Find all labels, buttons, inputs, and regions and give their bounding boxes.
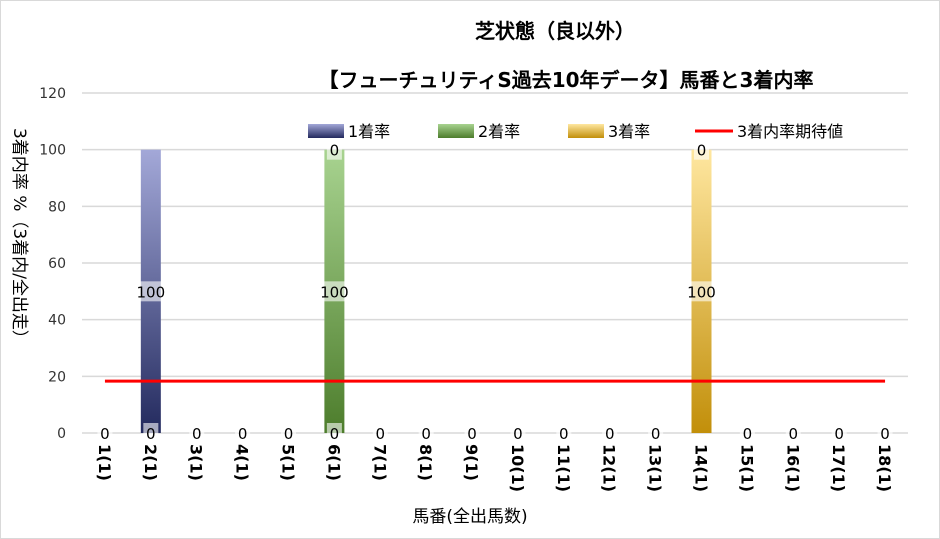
data-label-bg xyxy=(326,139,342,160)
legend-swatch-3 xyxy=(568,124,604,138)
data-label: 0 xyxy=(559,425,569,443)
x-tick-label: 16(1) xyxy=(783,444,802,492)
data-label-bg xyxy=(189,423,205,443)
data-label-bg xyxy=(235,423,251,443)
x-tick-label: 8(1) xyxy=(416,444,435,481)
data-label-bg xyxy=(556,423,572,443)
data-label-bg xyxy=(97,423,113,443)
data-label: 0 xyxy=(238,425,248,443)
data-label: 0 xyxy=(100,425,110,443)
x-axis-label: 馬番(全出馬数) xyxy=(412,507,527,527)
data-label: 0 xyxy=(376,425,386,443)
data-label-bg xyxy=(602,423,618,443)
x-tick-label: 7(1) xyxy=(370,444,389,481)
data-label: 100 xyxy=(320,283,349,301)
x-tick-label: 13(1) xyxy=(646,444,665,492)
chart-subtitle: 【フューチュリティS過去10年データ】馬番と3着内率 xyxy=(319,68,814,92)
data-label-bg xyxy=(326,423,342,443)
x-tick-label: 1(1) xyxy=(95,444,114,481)
y-tick-label: 20 xyxy=(48,369,66,385)
data-label: 0 xyxy=(421,425,431,443)
data-label-bg xyxy=(685,281,718,302)
y-axis-label: 3着内率 %（3着内/全出走） xyxy=(9,128,29,347)
data-label-bg xyxy=(510,423,526,443)
data-label-bg xyxy=(143,423,159,443)
data-label-bg xyxy=(281,423,296,443)
chart-title: 芝状態（良以外） xyxy=(475,19,635,43)
y-tick-label: 40 xyxy=(48,313,66,329)
legend-swatch-1 xyxy=(308,124,344,138)
data-label: 0 xyxy=(330,142,340,160)
legend-label: 3着率 xyxy=(608,122,650,141)
x-tick-label: 9(1) xyxy=(462,444,481,481)
data-label-bg xyxy=(785,423,801,443)
legend-label: 3着内率期待値 xyxy=(737,122,843,141)
data-label: 0 xyxy=(834,425,844,443)
data-label-bg xyxy=(739,423,755,443)
data-label: 0 xyxy=(880,425,890,443)
legend-swatch-2 xyxy=(438,124,474,138)
x-tick-label: 14(1) xyxy=(692,444,711,492)
data-label: 0 xyxy=(743,425,753,443)
data-label-bg xyxy=(317,281,351,302)
data-label: 0 xyxy=(192,425,202,443)
y-tick-label: 120 xyxy=(39,86,66,102)
data-label: 100 xyxy=(687,283,716,301)
data-label-bg xyxy=(418,423,434,443)
data-label: 0 xyxy=(651,425,661,443)
data-label-bg xyxy=(372,423,388,443)
y-tick-label: 80 xyxy=(48,199,66,215)
y-tick-label: 60 xyxy=(48,256,66,272)
data-label-bg xyxy=(464,423,480,443)
x-tick-label: 6(1) xyxy=(324,444,343,481)
data-label: 0 xyxy=(284,425,294,443)
data-label: 0 xyxy=(697,142,707,160)
x-tick-label: 12(1) xyxy=(600,444,619,492)
data-label-bg xyxy=(877,423,893,443)
data-label: 100 xyxy=(137,283,166,301)
data-label-bg xyxy=(648,423,664,443)
data-label: 0 xyxy=(605,425,615,443)
data-label: 0 xyxy=(789,425,799,443)
legend-label: 1着率 xyxy=(348,122,390,141)
x-tick-label: 10(1) xyxy=(508,444,527,492)
data-label: 0 xyxy=(146,425,156,443)
data-label: 0 xyxy=(330,425,340,443)
x-tick-label: 3(1) xyxy=(187,444,206,481)
data-label: 0 xyxy=(513,425,523,443)
x-tick-label: 4(1) xyxy=(233,444,252,481)
data-label-bg xyxy=(831,423,847,443)
y-tick-label: 0 xyxy=(57,426,66,442)
data-label: 0 xyxy=(467,425,477,443)
x-tick-label: 5(1) xyxy=(279,444,298,481)
legend-label: 2着率 xyxy=(478,122,520,141)
x-tick-label: 17(1) xyxy=(829,444,848,492)
x-tick-label: 18(1) xyxy=(875,444,894,492)
x-tick-label: 15(1) xyxy=(737,444,756,492)
data-label-bg xyxy=(694,139,709,160)
data-label-bg xyxy=(134,281,168,302)
x-tick-label: 2(1) xyxy=(141,444,160,481)
y-tick-label: 100 xyxy=(39,143,66,159)
x-tick-label: 11(1) xyxy=(554,444,573,492)
